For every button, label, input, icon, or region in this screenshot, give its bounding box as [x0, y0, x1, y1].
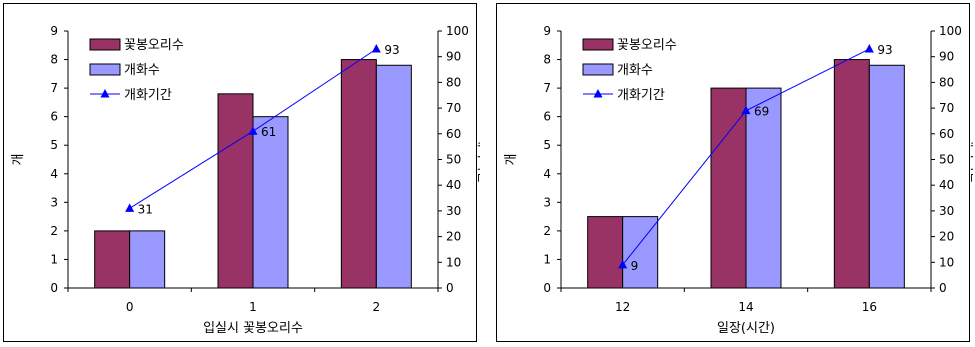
- legend-label: 개화수: [124, 63, 160, 78]
- y-tick-label: 2: [543, 224, 551, 238]
- line-point: [371, 43, 381, 53]
- y-tick-label: 0: [50, 281, 58, 295]
- legend-label: 개화수: [617, 63, 653, 78]
- bar-buds: [587, 216, 624, 289]
- y2-tick-label: 20: [939, 230, 954, 244]
- y2-tick-label: 30: [446, 204, 461, 218]
- legend-swatch: [89, 38, 121, 51]
- y2-tick-label: 10: [446, 255, 461, 269]
- y2-tick-label: 70: [446, 101, 461, 115]
- data-label: 61: [261, 125, 276, 139]
- y2-tick-label: 10: [939, 255, 954, 269]
- y2-tick-label: 70: [939, 101, 954, 115]
- x-axis-title: 입실시 꽃봉오리수: [203, 321, 303, 336]
- legend-label: 꽃봉오리수: [124, 38, 184, 53]
- y2-tick-label: 40: [446, 178, 461, 192]
- y2-tick-label: 100: [939, 24, 962, 38]
- bar-buds: [94, 230, 131, 289]
- y2-tick-label: 60: [939, 127, 954, 141]
- y-tick-label: 4: [50, 167, 58, 181]
- y-axis-title: 개: [11, 154, 26, 166]
- y-tick-label: 7: [543, 81, 551, 95]
- y2-tick-label: 60: [446, 127, 461, 141]
- y2-tick-label: 30: [939, 204, 954, 218]
- line-point: [125, 203, 135, 212]
- y-tick-label: 0: [543, 281, 551, 295]
- y2-tick-label: 100: [446, 24, 469, 38]
- x-tick-label: 14: [738, 300, 753, 314]
- bar-flowers: [745, 87, 782, 289]
- y-tick-label: 5: [543, 138, 551, 152]
- y-tick-label: 4: [543, 167, 551, 181]
- y2-axis-title: 개화기간: [475, 136, 480, 184]
- y-tick-label: 3: [50, 195, 58, 209]
- data-label: 93: [877, 43, 892, 57]
- y-tick-label: 1: [543, 252, 551, 266]
- data-label: 93: [384, 43, 399, 57]
- y-tick-label: 8: [543, 53, 551, 67]
- y-tick-label: 9: [50, 24, 58, 38]
- legend-marker: [593, 89, 603, 98]
- y-tick-label: 2: [50, 224, 58, 238]
- bar-flowers: [375, 64, 412, 289]
- y2-axis-title: 개화기간: [968, 136, 973, 184]
- y-tick-label: 3: [543, 195, 551, 209]
- x-tick-label: 0: [126, 300, 134, 314]
- y-tick-label: 5: [50, 138, 58, 152]
- y-tick-label: 9: [543, 24, 551, 38]
- line-point: [864, 43, 874, 53]
- y-tick-label: 6: [50, 110, 58, 124]
- y2-tick-label: 50: [446, 153, 461, 167]
- line-point: [618, 259, 628, 269]
- bar-flowers: [868, 64, 905, 289]
- y2-tick-label: 50: [939, 153, 954, 167]
- legend-label: 꽃봉오리수: [617, 38, 677, 53]
- bar-buds: [710, 87, 747, 289]
- legend-label: 개화기간: [124, 88, 172, 103]
- y2-tick-label: 0: [446, 281, 454, 295]
- x-tick-label: 16: [862, 300, 877, 314]
- y2-tick-label: 90: [939, 50, 954, 64]
- bar-buds: [833, 59, 870, 289]
- chart-panel-left: 0 1 2 3 4 5 6 7 8 9 0 10 20 30 40 50 60 70 80 90 100 0 1 2 입실시 꽃…: [0, 0, 480, 345]
- legend-swatch: [582, 38, 614, 51]
- y-tick-label: 8: [50, 53, 58, 67]
- chart-panel-right: 0 1 2 3 4 5 6 7 8 9 0 10 20 30 40 50 60 70 80 90 100 12 14 16 일장…: [493, 0, 973, 345]
- y2-tick-label: 0: [939, 281, 947, 295]
- data-label: 31: [138, 202, 153, 216]
- data-label: 69: [754, 105, 769, 119]
- x-axis-title: 일장(시간): [717, 321, 775, 336]
- y-tick-label: 1: [50, 252, 58, 266]
- bar-flowers: [252, 116, 289, 289]
- legend-swatch: [582, 63, 614, 76]
- bar-flowers: [129, 230, 166, 289]
- bar-buds: [340, 59, 377, 289]
- data-label: 9: [631, 259, 639, 273]
- line-point: [741, 105, 751, 115]
- y2-tick-label: 80: [446, 75, 461, 89]
- legend-marker: [100, 89, 110, 98]
- x-tick-label: 2: [373, 300, 381, 314]
- y-axis-title: 개: [504, 154, 519, 166]
- y2-tick-label: 90: [446, 50, 461, 64]
- y2-tick-label: 40: [939, 178, 954, 192]
- legend-swatch: [89, 63, 121, 76]
- x-tick-label: 1: [249, 300, 257, 314]
- line-point: [248, 126, 258, 135]
- y2-tick-label: 80: [939, 75, 954, 89]
- y-tick-label: 7: [50, 81, 58, 95]
- y-tick-label: 6: [543, 110, 551, 124]
- bar-buds: [217, 93, 254, 289]
- y2-tick-label: 20: [446, 230, 461, 244]
- x-tick-label: 12: [615, 300, 630, 314]
- legend-label: 개화기간: [617, 88, 665, 103]
